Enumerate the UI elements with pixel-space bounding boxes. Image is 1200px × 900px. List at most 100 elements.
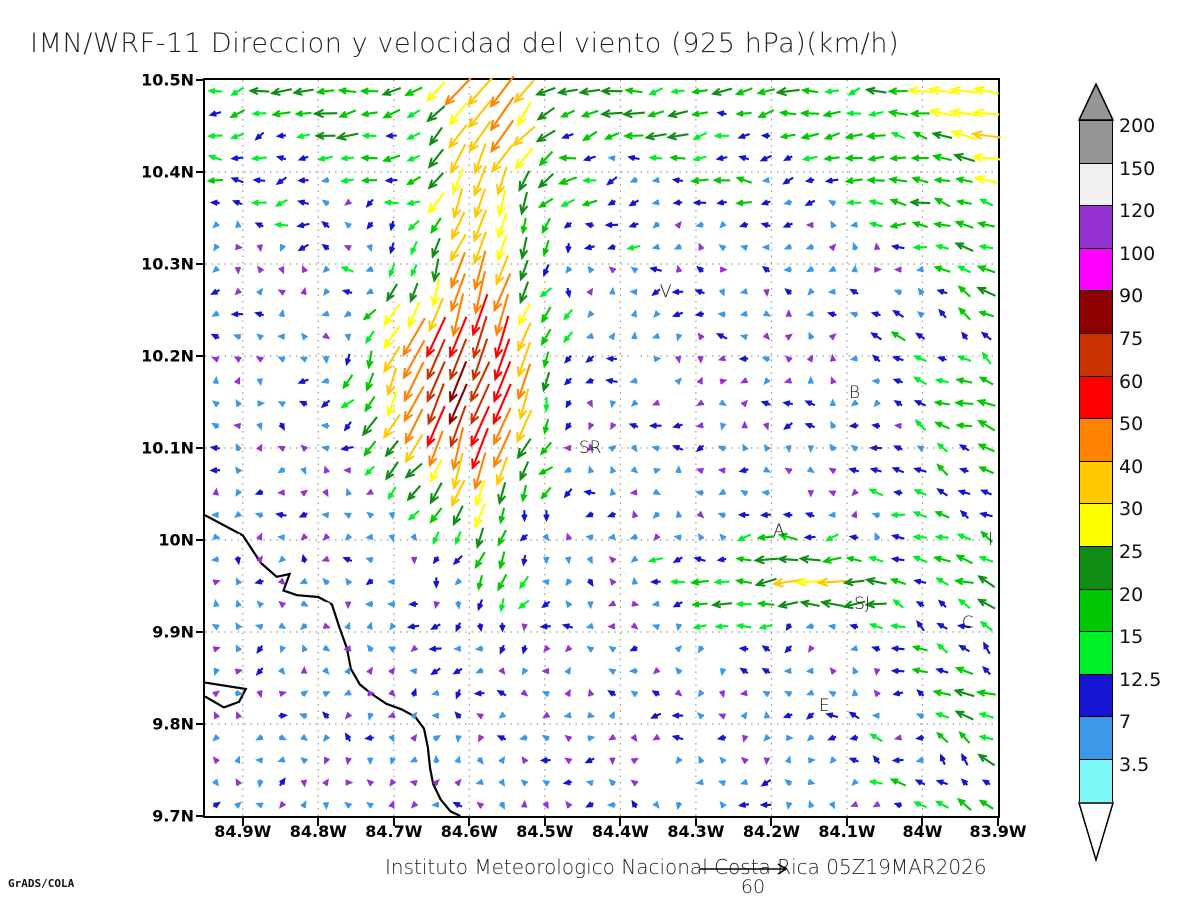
wind-arrow	[473, 165, 487, 198]
wind-arrow	[670, 88, 685, 95]
wind-arrow	[496, 234, 508, 262]
wind-arrow	[388, 734, 395, 743]
wind-arrow	[584, 377, 594, 384]
wind-arrow	[631, 799, 638, 809]
wind-arrow	[720, 644, 727, 653]
wind-arrow	[735, 199, 752, 207]
colorbar-tick-label: 75	[1119, 328, 1144, 350]
wind-arrow	[448, 361, 468, 404]
wind-arrow	[803, 534, 816, 541]
wind-arrow	[230, 177, 244, 184]
wind-arrow	[432, 531, 440, 546]
wind-arrow	[387, 578, 396, 586]
wind-arrow	[471, 427, 489, 471]
wind-arrow	[852, 666, 859, 675]
wind-arrow	[738, 466, 749, 474]
wind-arrow	[429, 459, 443, 484]
wind-arrow	[819, 599, 844, 609]
wind-arrow	[322, 533, 330, 541]
wind-arrow	[784, 778, 792, 786]
wind-arrow	[431, 237, 441, 259]
colorbar-band	[1079, 503, 1113, 546]
wind-arrow	[300, 332, 308, 341]
wind-arrow	[672, 422, 683, 429]
wind-arrow	[828, 243, 837, 251]
wind-arrow	[388, 511, 396, 520]
wind-arrow	[676, 333, 683, 342]
station-label-v: V	[659, 281, 672, 302]
wind-arrow	[823, 88, 840, 95]
wind-arrow	[233, 422, 242, 430]
wind-arrow	[710, 87, 733, 96]
wind-arrow	[212, 375, 220, 385]
wind-arrow	[519, 281, 530, 305]
wind-arrow	[278, 308, 285, 318]
wind-arrow	[494, 293, 510, 337]
wind-arrow	[782, 400, 793, 407]
wind-arrow	[475, 778, 484, 786]
wind-arrow	[651, 600, 660, 607]
wind-arrow	[864, 599, 887, 609]
wind-arrow	[407, 301, 421, 329]
wind-arrow	[718, 244, 727, 252]
wind-arrow	[823, 132, 840, 140]
wind-arrow	[409, 780, 418, 787]
wind-arrow	[653, 467, 662, 474]
wind-arrow	[206, 177, 223, 184]
wind-arrow	[761, 266, 771, 273]
wind-arrow	[979, 511, 993, 518]
wind-arrow	[300, 734, 309, 742]
wind-arrow	[630, 779, 639, 787]
wind-arrow	[805, 265, 814, 273]
wind-arrow	[385, 132, 397, 139]
wind-arrow	[387, 646, 396, 653]
wind-arrow	[407, 219, 420, 232]
wind-arrow	[607, 623, 616, 630]
wind-arrow	[630, 622, 639, 630]
wind-arrow	[541, 691, 550, 698]
wind-arrow	[381, 87, 402, 96]
wind-arrow	[958, 444, 970, 452]
wind-arrow	[624, 87, 643, 95]
wind-arrow	[976, 598, 996, 610]
wind-arrow	[608, 332, 616, 340]
y-axis-tick-mark	[196, 539, 205, 541]
wind-arrow	[342, 374, 354, 390]
wind-arrow	[314, 131, 336, 140]
y-axis-tick-label: 10.5N	[141, 70, 194, 90]
wind-arrow	[760, 199, 771, 206]
wind-arrow	[760, 400, 771, 407]
wind-arrow	[563, 377, 573, 386]
wind-arrow	[830, 220, 837, 229]
wind-arrow	[300, 467, 307, 476]
wind-arrow	[717, 512, 726, 519]
wind-arrow	[934, 421, 950, 430]
wind-arrow	[297, 154, 309, 161]
wind-arrow	[603, 132, 620, 140]
wind-arrow	[454, 578, 462, 586]
wind-arrow	[869, 467, 882, 474]
wind-arrow	[874, 242, 881, 251]
wind-arrow	[981, 779, 991, 786]
wind-arrow	[804, 512, 815, 519]
wind-arrow	[609, 577, 617, 586]
wind-arrow	[911, 644, 928, 652]
wind-arrow	[543, 556, 550, 565]
wind-arrow	[565, 266, 573, 274]
wind-arrow	[493, 407, 512, 446]
wind-arrow	[297, 243, 310, 252]
wind-arrow	[908, 198, 931, 207]
wind-arrow	[849, 355, 858, 362]
wind-arrow	[498, 779, 506, 787]
wind-arrow	[587, 310, 595, 319]
wind-arrow	[407, 510, 420, 521]
wind-arrow	[345, 757, 352, 766]
wind-arrow	[893, 734, 902, 741]
wind-arrow	[713, 578, 730, 586]
wind-arrow	[630, 309, 638, 318]
wind-arrow	[666, 109, 689, 119]
wind-arrow	[427, 172, 445, 190]
wind-arrow	[235, 599, 242, 608]
station-label-sj: SJ	[854, 594, 870, 615]
wind-arrow	[912, 533, 928, 541]
